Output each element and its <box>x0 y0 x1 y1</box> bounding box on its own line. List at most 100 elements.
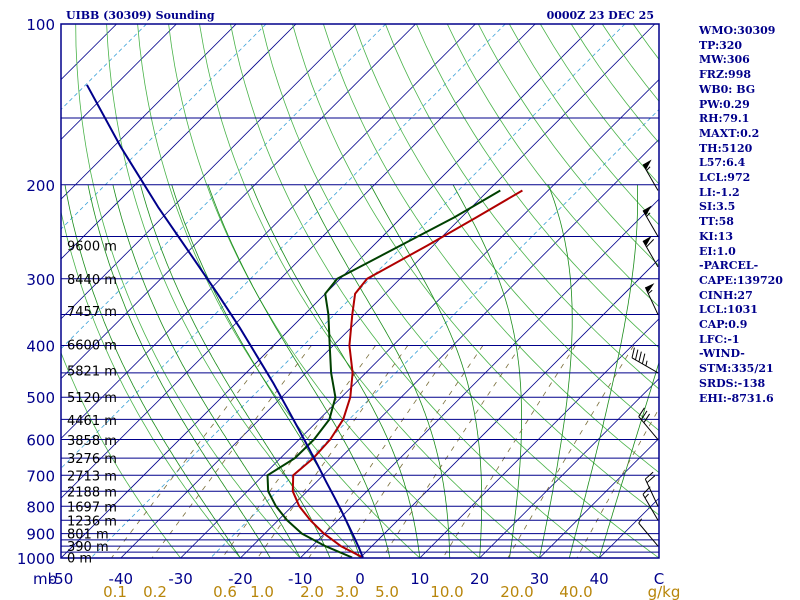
mixing-ratio-tick-label: 0.2 <box>143 583 167 600</box>
index-item: LCL:1031 <box>699 303 758 317</box>
wind-barb <box>642 486 659 521</box>
mixing-ratio-tick-label: 0.6 <box>213 583 237 600</box>
index-item: TT:58 <box>699 215 734 229</box>
height-label: 2713 m <box>67 469 117 484</box>
isotherm-line <box>479 378 659 558</box>
pressure-tick-label: 400 <box>26 338 55 356</box>
index-item: MAXT:0.2 <box>699 126 760 140</box>
wind-barb-half-feather <box>644 493 649 499</box>
height-label: 1236 m <box>67 514 117 529</box>
pressure-tick-label: 500 <box>26 389 55 407</box>
height-label: 5120 m <box>67 391 117 406</box>
pressure-tick-label: 1000 <box>17 550 55 568</box>
mixing-ratio-tick-label: g/kg <box>648 583 681 600</box>
wind-barb-staff <box>638 416 659 440</box>
mixing-ratio-tick-label: 3.0 <box>335 583 359 600</box>
wind-barb-staff <box>642 494 659 521</box>
isotherm-line <box>61 24 416 380</box>
index-item: LCL:972 <box>699 171 751 185</box>
wind-barb-half-feather <box>647 289 653 295</box>
wind-barb-pennant <box>643 235 652 247</box>
wind-barb-feather <box>646 475 656 484</box>
index-item: TH:5120 <box>699 141 753 155</box>
pressure-tick-label: 900 <box>26 526 55 544</box>
wind-barb-feather <box>638 407 645 417</box>
isotherm-line <box>539 437 659 558</box>
isotherm-line <box>61 24 237 200</box>
isotherm-line <box>120 24 656 558</box>
index-item: WMO:30309 <box>699 24 776 37</box>
wind-barb-feather <box>634 349 639 360</box>
index-item: SRDS:-138 <box>699 376 766 390</box>
height-label: 4461 m <box>67 414 117 429</box>
isotherm-line <box>61 24 476 439</box>
wind-barb-pennant <box>643 205 652 216</box>
dew-point-profile <box>266 189 501 558</box>
mixing-ratio-tick-label: 0.1 <box>103 583 127 600</box>
temperature-tick-label: -50 <box>49 570 74 588</box>
mixing-isotherm-dashed <box>0 24 27 558</box>
height-label: 0 m <box>67 552 92 567</box>
wind-barb-feather <box>644 471 654 480</box>
height-label: 3276 m <box>67 452 117 467</box>
wind-barb <box>644 471 659 507</box>
index-item: LFC:-1 <box>699 332 740 346</box>
isotherm-line <box>180 79 659 558</box>
wind-barb-feather <box>631 347 635 358</box>
index-item: -PARCEL- <box>699 259 759 273</box>
isotherm-line <box>61 24 297 260</box>
temperature-tick-label: 30 <box>530 570 549 588</box>
wind-barb-feather <box>643 413 651 423</box>
height-label: 7457 m <box>67 305 117 320</box>
mixing-ratio-tick-label: 20.0 <box>500 583 533 600</box>
temperature-tick-label: 40 <box>590 570 609 588</box>
height-label: 5821 m <box>67 365 117 380</box>
wind-barb <box>631 347 659 374</box>
index-item: LI:-1.2 <box>699 185 740 199</box>
temperature-tick-label: 20 <box>470 570 489 588</box>
isotherm-line <box>419 318 659 558</box>
parcel-profile <box>86 84 364 558</box>
wind-barb-staff <box>638 522 659 547</box>
wind-barb-feather <box>642 486 651 495</box>
index-item: TP:320 <box>699 38 743 52</box>
wind-barb <box>638 407 659 440</box>
pressure-tick-label: 600 <box>26 432 55 450</box>
height-label: 801 m <box>67 528 109 543</box>
index-item: WB0: BG <box>699 82 756 96</box>
wind-barb-feather <box>641 353 646 364</box>
index-item: RH:79.1 <box>699 112 750 126</box>
plot-frame <box>60 23 660 559</box>
temperature-tick-label: -30 <box>168 570 193 588</box>
isotherm-line <box>240 138 659 558</box>
pressure-tick-label: 200 <box>26 177 55 195</box>
index-item: STM:335/21 <box>699 362 774 376</box>
index-item: CINH:27 <box>699 288 753 302</box>
wind-barb-pennant <box>643 159 652 170</box>
height-label: 3858 m <box>67 434 117 449</box>
wind-barb <box>642 205 659 237</box>
temperature-tick-label: 10 <box>410 570 429 588</box>
mixing-ratio-tick-label: 5.0 <box>375 583 399 600</box>
pressure-tick-label: 700 <box>26 467 55 485</box>
pressure-tick-label: 100 <box>26 16 55 34</box>
temperature-tick-label: -40 <box>109 570 134 588</box>
height-label: 9600 m <box>67 240 117 255</box>
index-item: CAPE:139720 <box>699 273 783 287</box>
temperature-tick-label: -20 <box>228 570 253 588</box>
isotherm-line <box>299 198 659 558</box>
chart-title: UIBB (30309) Sounding <box>66 9 215 22</box>
wind-barb <box>644 283 659 315</box>
index-item: FRZ:998 <box>699 68 752 82</box>
height-label: 1697 m <box>67 500 117 515</box>
index-item: SI:3.5 <box>699 200 736 214</box>
index-item: CAP:0.9 <box>699 318 748 332</box>
wind-barb-feather <box>646 239 655 248</box>
temperature-profile <box>291 189 523 558</box>
wind-barb <box>642 159 659 191</box>
wind-barb-half-feather <box>638 518 643 524</box>
index-item: EHI:-8731.6 <box>699 391 774 405</box>
index-item: MW:306 <box>699 53 750 67</box>
mixing-ratio-tick-label: 2.0 <box>300 583 324 600</box>
